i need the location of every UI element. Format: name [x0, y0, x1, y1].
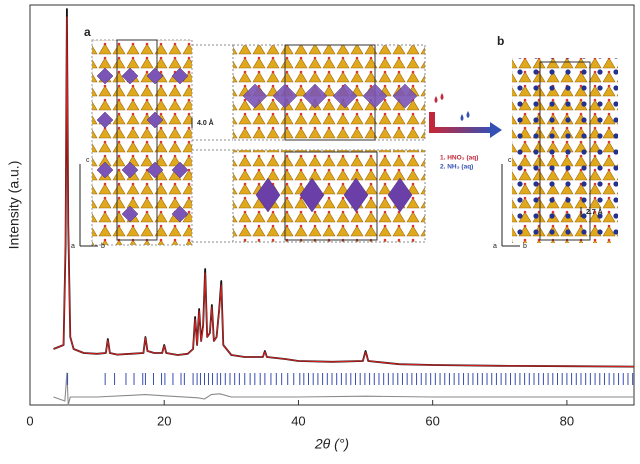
octahedra-a	[96, 67, 189, 223]
drop-red	[434, 93, 444, 103]
unit-cell	[116, 39, 158, 241]
x-axis-label: 2θ (°)	[314, 436, 349, 452]
zoom-top	[232, 44, 426, 141]
annotation: a	[71, 243, 75, 250]
x-tick-label: 60	[425, 413, 439, 428]
x-tick-label: 0	[26, 413, 33, 428]
structure-a	[91, 39, 193, 246]
y-axis-label: Intensity (a.u.)	[6, 161, 22, 250]
ammonium	[512, 58, 618, 243]
annotation: c	[86, 157, 90, 164]
annotation: a	[493, 243, 497, 250]
arrow-body	[429, 112, 492, 133]
octahedra-bottom	[255, 177, 413, 213]
annotation: 4.0 Å	[197, 118, 214, 127]
series-line	[53, 372, 634, 406]
plot-frame	[29, 4, 635, 406]
plot	[53, 8, 635, 406]
annotation: 2.7 Å	[586, 207, 603, 216]
arrow-head	[490, 122, 502, 138]
zoom-boxes	[192, 44, 426, 243]
zoom-cell	[284, 151, 378, 241]
structure-b	[512, 58, 618, 243]
series-line	[53, 16, 635, 368]
x-tick-label: 20	[157, 413, 171, 428]
unit-cell	[539, 61, 591, 241]
reaction-arrow	[79, 93, 582, 247]
annotation: 2. NH₃ (aq)	[440, 164, 473, 171]
drop-blue	[460, 111, 470, 121]
annotation: a	[84, 25, 91, 39]
x-tick-label: 80	[560, 413, 574, 428]
annotation: 1. HNO₃ (aq)	[440, 155, 478, 162]
annotation: b	[497, 34, 504, 48]
annotation: b	[523, 243, 527, 250]
octahedra-top	[242, 83, 418, 109]
annotation: b	[101, 243, 105, 250]
annotation: c	[508, 157, 512, 164]
x-tick-label: 40	[291, 413, 305, 428]
